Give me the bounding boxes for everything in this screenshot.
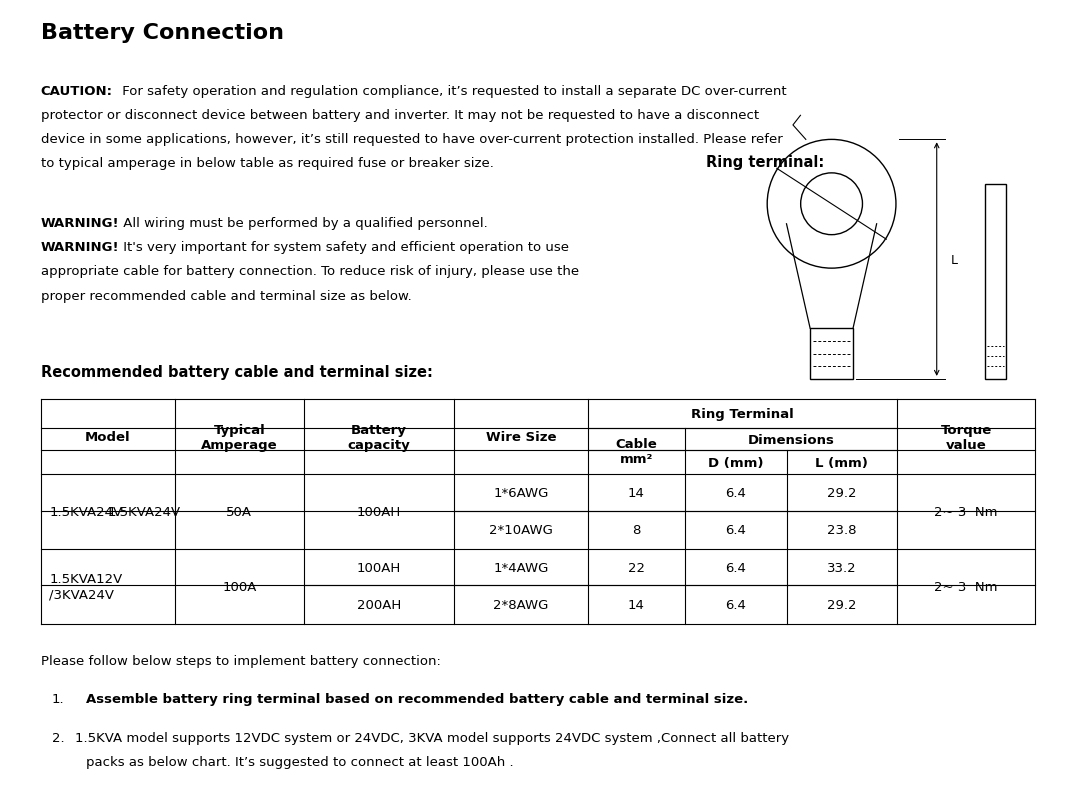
Text: Wire Size: Wire Size [486, 431, 556, 444]
Text: Model: Model [85, 431, 131, 444]
Text: 1.5KVA12V
/3KVA24V: 1.5KVA12V /3KVA24V [49, 573, 122, 601]
Text: 33.2: 33.2 [827, 561, 856, 574]
Text: WARNING!: WARNING! [41, 241, 119, 254]
Text: 6.4: 6.4 [725, 486, 746, 500]
Text: 1.5KVA24V: 1.5KVA24V [107, 505, 181, 519]
Text: 29.2: 29.2 [827, 598, 856, 611]
Text: 1.5KVA24V: 1.5KVA24V [49, 505, 122, 519]
Text: For safety operation and regulation compliance, it’s requested to install a sepa: For safety operation and regulation comp… [118, 85, 787, 98]
Text: Cable
mm²: Cable mm² [616, 438, 657, 465]
Text: 100A: 100A [222, 580, 256, 593]
Text: Assemble battery ring terminal based on recommended battery cable and terminal s: Assemble battery ring terminal based on … [86, 693, 748, 706]
Text: 2*10AWG: 2*10AWG [489, 524, 553, 537]
Text: Ring terminal:: Ring terminal: [706, 155, 824, 170]
Text: packs as below chart. It’s suggested to connect at least 100Ah .: packs as below chart. It’s suggested to … [86, 755, 514, 768]
Text: 1.: 1. [52, 693, 64, 706]
Text: WARNING!: WARNING! [41, 217, 119, 230]
Bar [810, 329, 853, 379]
Text: 2~ 3  Nm: 2~ 3 Nm [935, 505, 998, 519]
Text: 2.: 2. [52, 731, 64, 744]
Text: 1*6AWG: 1*6AWG [494, 486, 548, 500]
Text: Please follow below steps to implement battery connection:: Please follow below steps to implement b… [41, 654, 441, 667]
Text: Torque
value: Torque value [941, 423, 991, 451]
Text: device in some applications, however, it’s still requested to have over-current : device in some applications, however, it… [41, 133, 782, 146]
Text: 8: 8 [632, 524, 641, 537]
Text: 6.4: 6.4 [725, 561, 746, 574]
Text: 200AH: 200AH [356, 598, 401, 611]
Text: Recommended battery cable and terminal size:: Recommended battery cable and terminal s… [41, 365, 432, 380]
Text: 100AH: 100AH [356, 505, 401, 519]
Text: Ring Terminal: Ring Terminal [691, 407, 794, 420]
Text: Battery
capacity: Battery capacity [348, 423, 410, 451]
Text: Battery Connection: Battery Connection [41, 22, 283, 43]
Text: protector or disconnect device between battery and inverter. It may not be reque: protector or disconnect device between b… [41, 109, 759, 122]
Text: 22: 22 [628, 561, 645, 574]
Text: CAUTION:: CAUTION: [41, 85, 113, 98]
Text: Dimensions: Dimensions [748, 433, 834, 446]
Text: 23.8: 23.8 [827, 524, 856, 537]
Text: 29.2: 29.2 [827, 486, 856, 500]
Text: to typical amperage in below table as required fuse or breaker size.: to typical amperage in below table as re… [41, 157, 494, 170]
Text: D (mm): D (mm) [708, 456, 763, 469]
Text: 2~ 3  Nm: 2~ 3 Nm [935, 580, 998, 593]
Text: appropriate cable for battery connection. To reduce risk of injury, please use t: appropriate cable for battery connection… [41, 265, 579, 278]
Text: L (mm): L (mm) [815, 456, 868, 469]
Text: It's very important for system safety and efficient operation to use: It's very important for system safety an… [119, 241, 569, 254]
Text: 50A: 50A [226, 505, 252, 519]
Text: 1*4AWG: 1*4AWG [494, 561, 548, 574]
Bar [985, 184, 1006, 379]
Text: 6.4: 6.4 [725, 524, 746, 537]
Text: proper recommended cable and terminal size as below.: proper recommended cable and terminal si… [41, 290, 412, 302]
Text: All wiring must be performed by a qualified personnel.: All wiring must be performed by a qualif… [119, 217, 488, 230]
Text: 6.4: 6.4 [725, 598, 746, 611]
Text: L: L [951, 253, 958, 266]
Text: 2*8AWG: 2*8AWG [494, 598, 548, 611]
Text: 1.5KVA model supports 12VDC system or 24VDC, 3KVA model supports 24VDC system ,C: 1.5KVA model supports 12VDC system or 24… [75, 731, 790, 744]
Text: Typical
Amperage: Typical Amperage [201, 423, 278, 451]
Text: 100AH: 100AH [356, 561, 401, 574]
Text: 14: 14 [628, 598, 645, 611]
Text: 14: 14 [628, 486, 645, 500]
